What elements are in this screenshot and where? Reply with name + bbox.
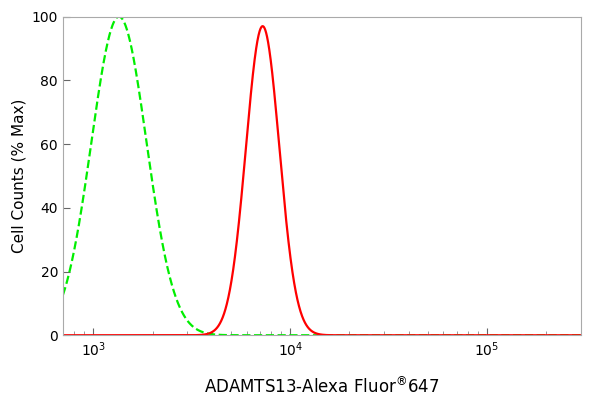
Y-axis label: Cell Counts (% Max): Cell Counts (% Max) — [11, 99, 26, 253]
Text: ADAMTS13-Alexa Fluor$^{\mathregular{\circledR}}$647: ADAMTS13-Alexa Fluor$^{\mathregular{\cir… — [204, 377, 440, 397]
